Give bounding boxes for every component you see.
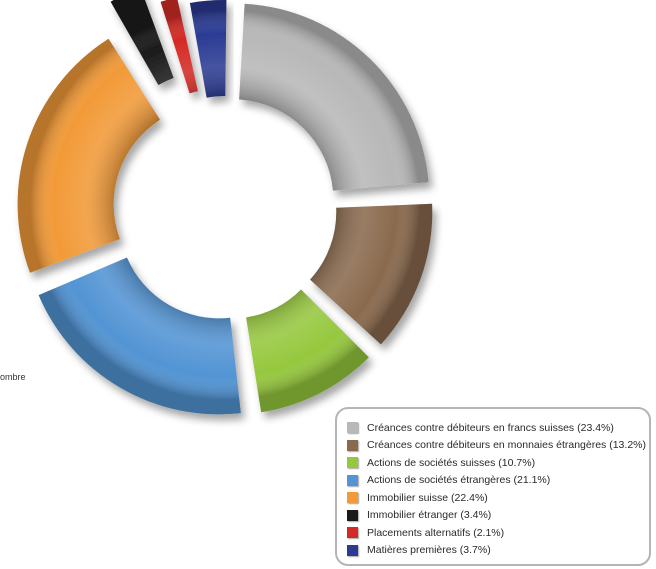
legend-item-chf-receivables: Créances contre débiteurs en francs suis… xyxy=(347,420,649,435)
legend-label: Immobilier étranger (3.4%) xyxy=(367,509,492,521)
slice-foreign-receivables xyxy=(310,203,433,345)
slice-foreign-real-estate xyxy=(110,0,174,85)
slice-swiss-real-estate xyxy=(17,38,161,273)
legend-item-alternative-investments: Placements alternatifs (2.1%) xyxy=(347,525,649,540)
legend-swatch xyxy=(347,474,358,486)
legend-label: Créances contre débiteurs en francs suis… xyxy=(367,421,614,434)
slice-sheen xyxy=(38,257,241,415)
slice-sheen xyxy=(17,38,161,273)
slice-commodities xyxy=(189,0,227,98)
side-note: ombre xyxy=(0,372,26,382)
legend-swatch xyxy=(347,457,358,468)
slice-foreign-equities xyxy=(38,257,241,415)
legend-swatch xyxy=(347,439,358,451)
slice-sheen xyxy=(310,203,433,345)
legend-item-commodities: Matières premières (3.7%) xyxy=(347,543,649,558)
legend-item-swiss-real-estate: Immobilier suisse (22.4%) xyxy=(347,490,649,505)
legend-label: Actions de sociétés suisses (10.7%) xyxy=(367,456,536,469)
slice-swiss-equities xyxy=(246,289,369,413)
slice-sheen xyxy=(110,0,174,85)
legend-label: Placements alternatifs (2.1%) xyxy=(367,526,505,539)
legend-item-swiss-equities: Actions de sociétés suisses (10.7%) xyxy=(347,455,649,470)
slice-sheen xyxy=(189,0,227,98)
legend: Créances contre débiteurs en francs suis… xyxy=(335,407,651,566)
legend-swatch xyxy=(347,492,358,503)
legend-label: Créances contre débiteurs en monnaies ét… xyxy=(367,439,646,451)
slice-sheen xyxy=(246,289,369,413)
slice-chf-receivables xyxy=(239,3,429,191)
donut-slices xyxy=(17,0,433,415)
legend-label: Actions de sociétés étrangères (21.1%) xyxy=(367,474,551,486)
legend-label: Immobilier suisse (22.4%) xyxy=(367,491,488,504)
slice-sheen xyxy=(160,0,198,94)
legend-label: Matières premières (3.7%) xyxy=(367,544,491,556)
legend-item-foreign-equities: Actions de sociétés étrangères (21.1%) xyxy=(347,473,649,488)
legend-item-foreign-receivables: Créances contre débiteurs en monnaies ét… xyxy=(347,438,649,453)
legend-swatch xyxy=(347,527,358,538)
slice-sheen xyxy=(239,3,429,191)
legend-swatch xyxy=(347,422,358,433)
legend-swatch xyxy=(347,544,358,556)
legend-item-foreign-real-estate: Immobilier étranger (3.4%) xyxy=(347,508,649,523)
slice-alternative-investments xyxy=(160,0,198,94)
legend-swatch xyxy=(347,509,358,521)
